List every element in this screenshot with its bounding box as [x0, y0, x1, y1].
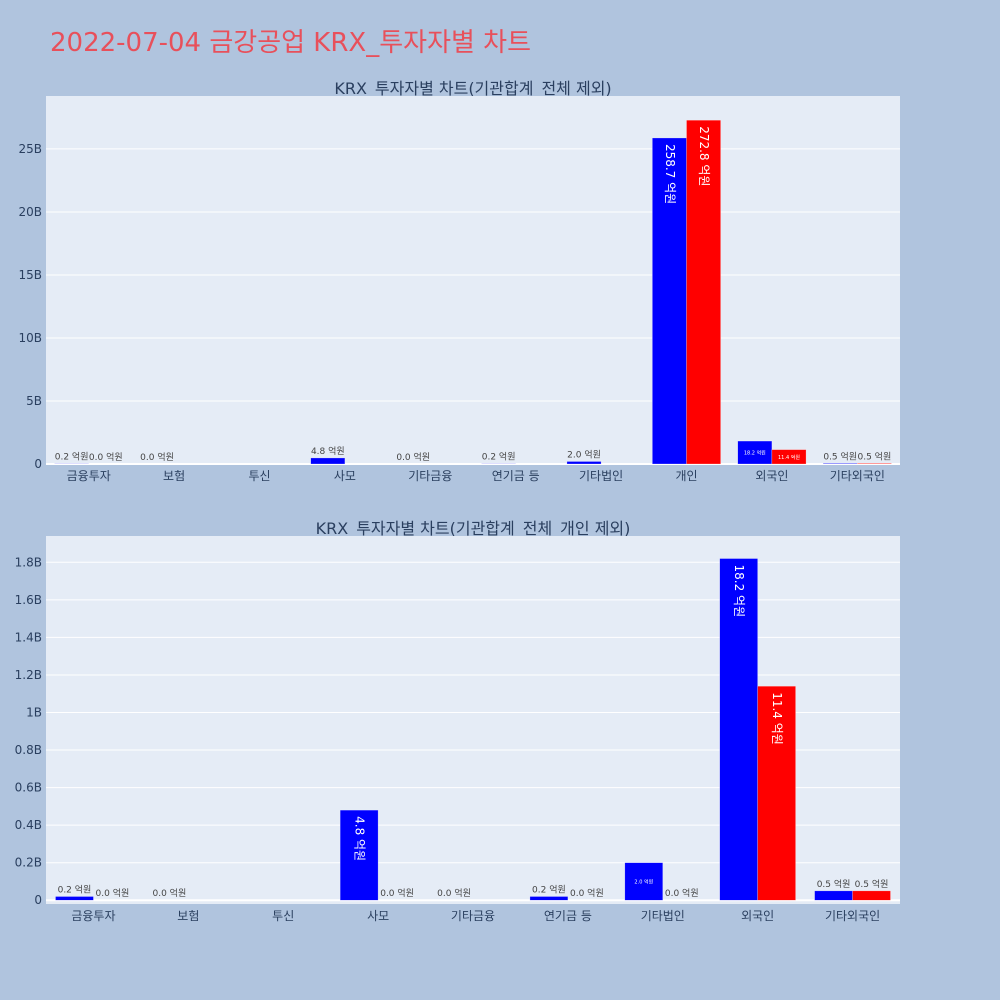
data-label: 0.0 억원	[380, 887, 414, 899]
data-label: 18.2 억원	[732, 565, 746, 618]
x-tick-label: 기타외국인	[825, 909, 880, 923]
x-tick-label: 연기금 등	[492, 469, 540, 483]
y-tick-label: 0	[34, 893, 42, 907]
data-label: 0.0 억원	[437, 887, 471, 899]
data-label: 0.0 억원	[570, 887, 604, 899]
bar	[529, 896, 569, 901]
data-label: 258.7 억원	[663, 144, 677, 204]
data-label: 0.0 억원	[396, 451, 430, 463]
x-tick-label: 투신	[248, 469, 270, 483]
bar	[822, 463, 858, 465]
x-tick-label: 기타금융	[451, 909, 495, 923]
data-label: 272.8 억원	[697, 126, 711, 186]
y-tick-label: 0.6B	[15, 781, 42, 795]
y-tick-label: 0	[34, 457, 42, 471]
data-label: 0.5 억원	[817, 878, 851, 890]
data-label: 2.0 억원	[634, 878, 653, 885]
y-tick-label: 1B	[26, 705, 42, 719]
x-tick-label: 사모	[367, 909, 389, 923]
y-tick-label: 1.6B	[15, 593, 42, 607]
y-tick-label: 0.8B	[15, 743, 42, 757]
bar	[814, 890, 853, 901]
x-tick-label: 금융투자	[71, 909, 115, 923]
data-label: 0.2 억원	[532, 883, 566, 895]
data-label: 11.4 억원	[778, 454, 800, 461]
plot-area	[46, 96, 900, 464]
data-label: 0.2 억원	[58, 883, 92, 895]
x-tick-label: 기타법인	[641, 909, 685, 923]
x-tick-label: 투신	[272, 909, 294, 923]
y-tick-label: 15B	[18, 268, 42, 282]
bar	[566, 461, 602, 465]
data-label: 0.5 억원	[855, 878, 889, 890]
bar	[852, 890, 891, 901]
chart-institution-excluded: KRX_투자자별 차트(기관합계_전체 제외) 0 5B 10B 15B 20B 25B 금융…	[18, 79, 900, 483]
data-label: 0.2 억원	[55, 451, 89, 463]
y-tick-label: 1.8B	[15, 555, 42, 569]
x-tick-label: 기타법인	[579, 469, 623, 483]
data-label: 0.0 억원	[140, 451, 174, 463]
x-tick-label: 보험	[177, 909, 199, 923]
bar	[757, 685, 796, 901]
y-tick-label: 20B	[18, 205, 42, 219]
x-tick-label: 외국인	[755, 469, 788, 483]
x-tick-label: 외국인	[741, 909, 774, 923]
bar	[624, 862, 664, 901]
data-label: 0.5 억원	[823, 450, 857, 462]
data-label: 0.0 억원	[96, 887, 130, 899]
chart-individual-excluded: KRX_투자자별 차트(기관합계_전체_개인 제외) 0 0.2B 0.4B 0.6B 0…	[15, 519, 900, 923]
x-tick-label: 개인	[675, 469, 697, 483]
bar	[55, 896, 94, 901]
data-label: 0.0 억원	[152, 887, 186, 899]
page-title: 2022-07-04 금강공업 KRX_투자자별 차트	[50, 28, 532, 58]
x-tick-label: 사모	[334, 469, 356, 483]
data-label: 0.5 억원	[858, 450, 892, 462]
bar	[857, 463, 892, 465]
x-tick-label: 기타금융	[408, 469, 452, 483]
x-tick-label: 연기금 등	[544, 909, 592, 923]
y-tick-label: 0.4B	[15, 818, 42, 832]
chart-title: KRX_투자자별 차트(기관합계_전체_개인 제외)	[316, 519, 631, 539]
data-label: 11.4 억원	[770, 692, 784, 745]
chart-title: KRX_투자자별 차트(기관합계_전체 제외)	[334, 79, 611, 99]
data-label: 4.8 억원	[353, 816, 367, 861]
x-tick-label: 기타외국인	[830, 469, 885, 483]
x-tick-label: 보험	[163, 469, 185, 483]
data-label: 0.0 억원	[665, 887, 699, 899]
y-tick-label: 25B	[18, 142, 42, 156]
bar	[771, 449, 807, 465]
bar	[310, 457, 346, 465]
y-tick-label: 1.2B	[15, 668, 42, 682]
y-tick-label: 5B	[26, 394, 42, 408]
y-tick-label: 1.4B	[15, 630, 42, 644]
data-label: 2.0 억원	[567, 448, 601, 460]
bar	[339, 809, 379, 901]
y-tick-label: 0.2B	[15, 856, 42, 870]
data-label: 4.8 억원	[311, 445, 345, 457]
data-label: 0.2 억원	[482, 451, 516, 463]
bar	[719, 558, 758, 901]
data-label: 18.2 억원	[744, 450, 766, 457]
y-tick-label: 10B	[18, 331, 42, 345]
x-tick-label: 금융투자	[67, 469, 111, 483]
bar	[686, 119, 721, 465]
data-label: 0.0 억원	[89, 451, 123, 463]
